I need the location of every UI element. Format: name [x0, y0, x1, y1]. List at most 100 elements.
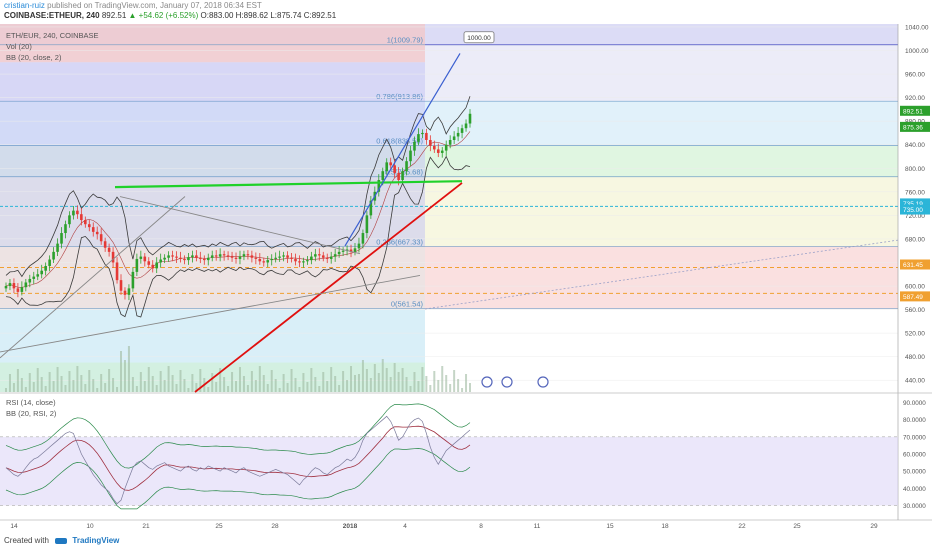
volume-bar [207, 387, 210, 392]
volume-bar [294, 378, 297, 392]
candle-body [246, 254, 250, 256]
volume-bar [199, 369, 202, 392]
volume-bar [334, 376, 337, 392]
price-axis-tick: 720.00 [905, 213, 925, 220]
candle-body [139, 256, 143, 259]
volume-bar [104, 383, 107, 392]
rsi-bb-upper [5, 403, 471, 469]
candle-body [199, 257, 202, 259]
candle-body [314, 254, 317, 257]
volume-bar [227, 386, 230, 392]
volume-bar [20, 378, 23, 392]
rsi-axis-tick: 70.0000 [903, 434, 926, 441]
candle-body [44, 265, 47, 271]
candle-body [68, 215, 71, 225]
candle-body [80, 214, 83, 221]
volume-bar [445, 375, 448, 392]
candle-body [206, 257, 210, 261]
candle-body [12, 283, 16, 289]
indicator-rsi[interactable]: RSI (14, close) [6, 398, 56, 407]
candle-body [274, 257, 277, 259]
candle-body [452, 136, 456, 140]
author-link[interactable]: cristian-ruiz [4, 1, 45, 10]
candle-body [409, 150, 412, 162]
volume-bar [183, 379, 186, 392]
volume-bar [314, 377, 317, 392]
candle-body [159, 259, 162, 263]
candle-body [119, 280, 123, 291]
volume-bar [286, 383, 289, 392]
indicator-rsi-bb[interactable]: BB (20, RSI, 2) [6, 409, 57, 418]
volume-bar [385, 368, 388, 392]
candle-body [286, 255, 289, 258]
volume-bar [437, 380, 440, 392]
volume-bar [84, 384, 87, 392]
volume-bar [135, 386, 138, 392]
volume-bar [250, 371, 253, 392]
ohlc-header: COINBASE:ETHEUR, 240 892.51 ▲ +54.62 (+6… [4, 11, 336, 21]
candle-body [377, 180, 381, 192]
volume-bar [163, 380, 166, 392]
volume-bar [155, 385, 158, 392]
candle-body [111, 251, 115, 263]
volume-bar [96, 388, 99, 392]
time-axis-tick: 25 [793, 523, 801, 530]
volume-bar [235, 381, 238, 392]
green-trendline [114, 180, 463, 189]
candle-body [429, 139, 432, 146]
volume-bar [151, 376, 154, 392]
candle-body [8, 283, 12, 287]
volume-bar [52, 381, 55, 392]
time-axis-tick: 18 [661, 523, 669, 530]
candle-body [341, 250, 345, 252]
candle-body [20, 287, 24, 292]
volume-bar [290, 369, 293, 392]
indicator-title[interactable]: ETH/EUR, 240, COINBASE [6, 31, 99, 40]
volume-bar [187, 388, 190, 392]
price-tag [900, 198, 930, 209]
rsi-bb-lower [5, 448, 471, 510]
volume-bar [242, 376, 245, 392]
volume-bar [16, 369, 19, 392]
volume-bar [92, 379, 95, 392]
volume-bar [56, 367, 59, 392]
candle-body [16, 288, 20, 292]
candle-body [405, 161, 408, 172]
footer-created: Created with [4, 536, 49, 545]
price-axis-tick: 920.00 [905, 95, 925, 102]
candle-body [4, 286, 8, 289]
volume-bar [72, 380, 75, 392]
indicator-volume[interactable]: Vol (20) [6, 42, 32, 51]
candle-body [421, 132, 424, 135]
price-axis-tick: 680.00 [905, 236, 925, 243]
volume-bar [44, 386, 47, 392]
candle-body [155, 262, 159, 269]
time-axis-tick: 4 [403, 523, 407, 530]
gray-trendline [0, 274, 421, 353]
candle-body [87, 224, 91, 228]
volume-bar [377, 373, 380, 392]
candle-body [179, 257, 182, 259]
price-tag [900, 259, 930, 270]
candle-body [294, 258, 297, 262]
candle-body [230, 256, 234, 258]
price-tag-label: 735.19 [903, 201, 923, 208]
candle-body [306, 260, 309, 262]
volume-bar [357, 374, 360, 392]
price-tag-label: 587.49 [903, 294, 923, 301]
volume-bar [48, 372, 51, 392]
rsi-line [5, 415, 471, 505]
volume-bar [401, 368, 404, 392]
candle-body [317, 254, 321, 256]
candle-body [290, 257, 293, 259]
volume-bar [322, 372, 325, 392]
candle-body [103, 241, 107, 248]
candle-body [76, 210, 79, 215]
indicator-bb[interactable]: BB (20, close, 2) [6, 53, 62, 62]
footer-brand[interactable]: TradingView [72, 536, 120, 545]
volume-bar [211, 373, 214, 392]
volume-bar [60, 376, 63, 392]
candle-body [123, 290, 127, 295]
volume-bar [5, 388, 7, 392]
